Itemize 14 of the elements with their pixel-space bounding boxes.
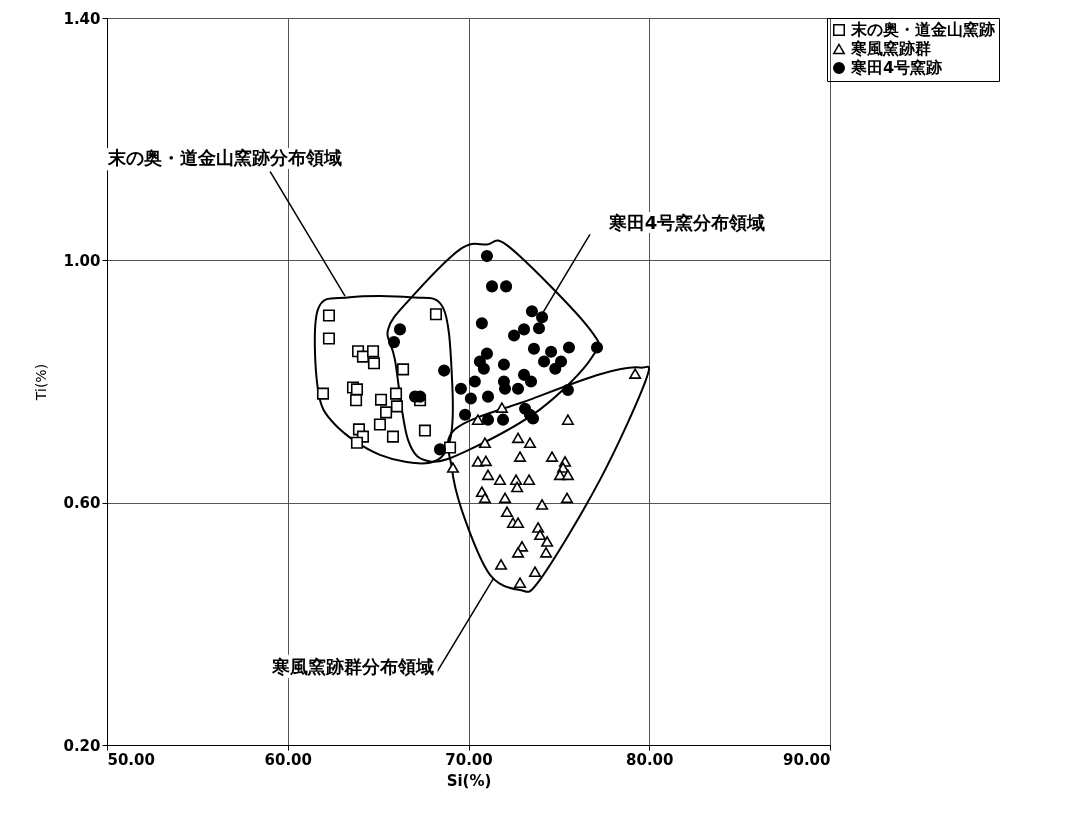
legend-label: 寒風窯跡群 bbox=[850, 39, 931, 58]
x-tick-label: 70.00 bbox=[445, 750, 493, 769]
y-tick-label: 1.00 bbox=[63, 251, 101, 270]
x-tick-label: 50.00 bbox=[107, 750, 155, 769]
legend-label: 末の奥・道金山窯跡 bbox=[850, 20, 995, 39]
y-axis-title: Ti(%) bbox=[33, 363, 50, 402]
x-tick-label: 90.00 bbox=[783, 750, 831, 769]
x-tick-label: 80.00 bbox=[626, 750, 674, 769]
y-tick-label: 0.20 bbox=[63, 736, 101, 755]
y-tick-label: 1.40 bbox=[63, 9, 101, 28]
x-tick-label: 60.00 bbox=[264, 750, 312, 769]
x-axis-title: Si(%) bbox=[446, 771, 492, 790]
legend-label: 寒田4号窯跡 bbox=[850, 58, 943, 77]
y-tick-label: 0.60 bbox=[63, 494, 101, 513]
